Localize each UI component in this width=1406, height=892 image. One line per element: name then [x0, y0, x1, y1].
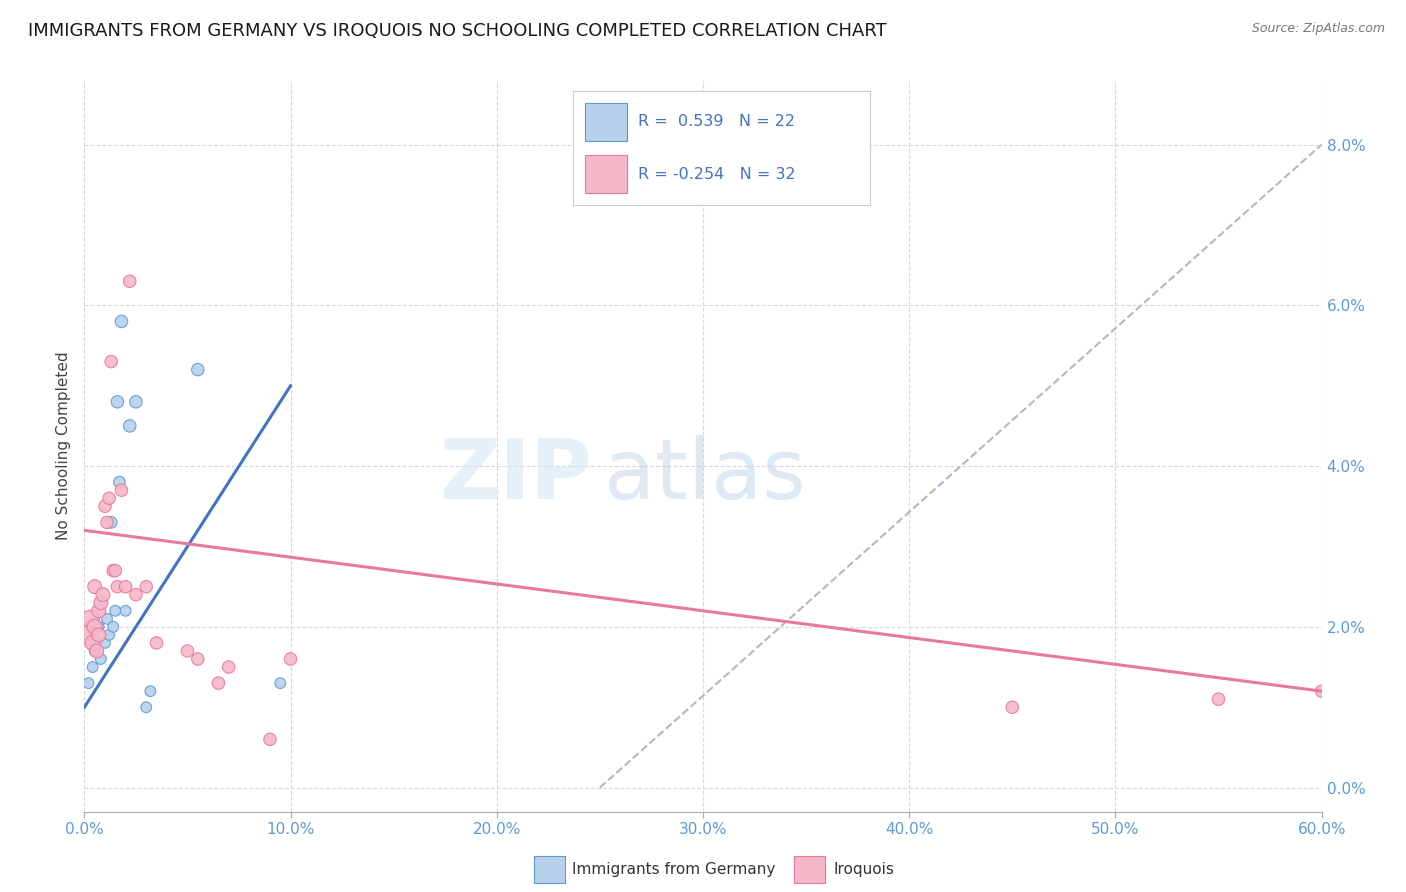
- Point: [110, 483, 132, 498]
- Point: [98, 491, 121, 506]
- Point: [187, 362, 209, 376]
- Point: [87, 628, 110, 642]
- Point: [104, 604, 127, 618]
- Point: [259, 732, 281, 747]
- Point: [1310, 684, 1333, 698]
- Point: [125, 394, 148, 409]
- Point: [83, 644, 105, 658]
- Point: [187, 652, 209, 666]
- Point: [103, 620, 125, 634]
- Point: [87, 604, 110, 618]
- Text: Source: ZipAtlas.com: Source: ZipAtlas.com: [1251, 22, 1385, 36]
- Point: [86, 644, 108, 658]
- Point: [82, 636, 104, 650]
- Point: [96, 516, 118, 530]
- Point: [104, 564, 127, 578]
- Point: [86, 636, 108, 650]
- Point: [90, 596, 112, 610]
- Point: [1001, 700, 1024, 714]
- Point: [108, 475, 131, 490]
- Text: atlas: atlas: [605, 434, 806, 516]
- Point: [77, 676, 100, 690]
- Point: [82, 660, 104, 674]
- Point: [118, 274, 141, 288]
- Point: [110, 314, 132, 328]
- Text: ZIP: ZIP: [439, 434, 592, 516]
- Point: [94, 636, 117, 650]
- Point: [94, 500, 117, 514]
- Point: [125, 588, 148, 602]
- Point: [83, 580, 105, 594]
- Point: [105, 580, 128, 594]
- Point: [90, 652, 112, 666]
- Text: Immigrants from Germany: Immigrants from Germany: [572, 863, 776, 877]
- Point: [100, 516, 122, 530]
- Point: [100, 354, 122, 368]
- Point: [135, 580, 157, 594]
- Point: [98, 628, 121, 642]
- Point: [207, 676, 229, 690]
- Point: [218, 660, 240, 674]
- Text: IMMIGRANTS FROM GERMANY VS IROQUOIS NO SCHOOLING COMPLETED CORRELATION CHART: IMMIGRANTS FROM GERMANY VS IROQUOIS NO S…: [28, 22, 887, 40]
- Point: [269, 676, 291, 690]
- Point: [114, 580, 136, 594]
- Point: [176, 644, 198, 658]
- Point: [79, 612, 101, 626]
- Point: [145, 636, 167, 650]
- Point: [91, 588, 114, 602]
- Point: [280, 652, 302, 666]
- Point: [135, 700, 157, 714]
- Point: [83, 620, 105, 634]
- Point: [1208, 692, 1230, 706]
- Point: [77, 628, 100, 642]
- Point: [96, 612, 118, 626]
- Point: [118, 418, 141, 433]
- Point: [105, 394, 128, 409]
- Text: Iroquois: Iroquois: [834, 863, 894, 877]
- Point: [87, 620, 110, 634]
- Point: [114, 604, 136, 618]
- Point: [103, 564, 125, 578]
- Y-axis label: No Schooling Completed: No Schooling Completed: [56, 351, 72, 541]
- Point: [139, 684, 162, 698]
